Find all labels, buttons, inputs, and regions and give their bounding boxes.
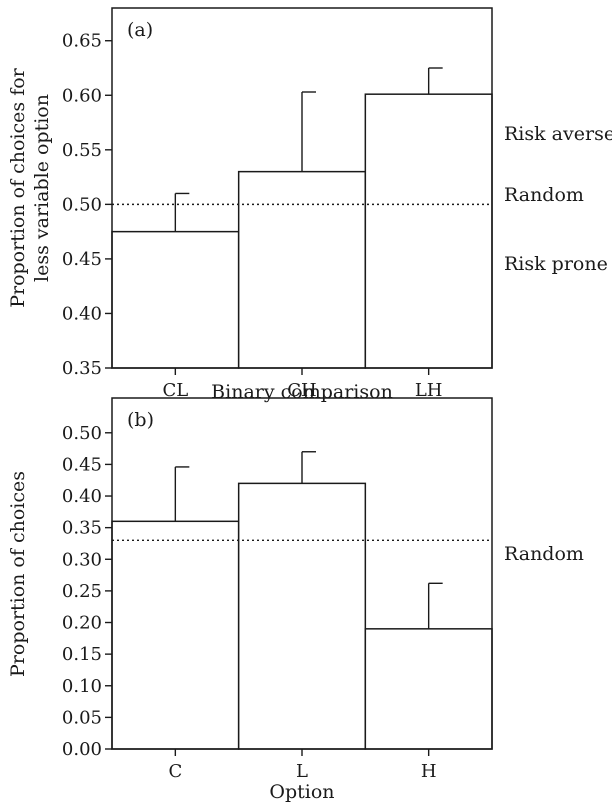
x-tick-label: H [421,761,437,782]
y-tick-label: 0.65 [62,31,102,52]
plot-frame [111,7,493,369]
y-tick-label: 0.10 [62,676,102,697]
chart-panel-a: CL CH LH 0.35 0.40 0.45 0.50 0.55 0.60 0.65 (a) Bin… [7,7,612,403]
panel-label: (a) [127,19,153,41]
x-axis-title: Binary comparison [211,381,393,403]
annotation-risk-averse: Risk averse [504,123,612,145]
y-tick-label: 0.50 [62,423,102,444]
y-tick-label: 0.25 [62,581,102,602]
x-tick-label: L [296,761,308,782]
y-axis-title: Proportion of choices for [7,67,29,307]
y-tick-label: 0.20 [62,613,102,634]
annotation-random: Random [504,184,584,206]
x-axis-title: Option [269,781,334,803]
y-tick-label: 0.60 [62,85,102,106]
y-tick-label: 0.40 [62,486,102,507]
panel-label: (b) [127,409,154,431]
x-tick-label: C [168,761,182,782]
bar [364,628,493,750]
y-tick-label: 0.45 [62,249,102,270]
plot-frame [111,397,493,750]
y-tick-label: 0.15 [62,644,102,665]
y-tick-label: 0.40 [62,303,102,324]
y-axis-title: Proportion of choices [7,471,29,677]
y-tick-label: 0.00 [62,739,102,760]
bar [111,230,240,369]
y-tick-label: 0.35 [62,518,102,539]
bar [237,170,367,369]
y-tick-label: 0.50 [62,194,102,215]
annotation-random: Random [504,543,584,565]
bar [111,520,240,750]
y-tick-label: 0.45 [62,454,102,475]
y-tick-label: 0.05 [62,707,102,728]
x-tick-label: CH [287,380,316,401]
bar [364,93,493,369]
y-tick-label: 0.35 [62,358,102,379]
x-tick-label: LH [415,380,443,401]
y-tick-label: 0.30 [62,549,102,570]
y-tick-label: 0.55 [62,140,102,161]
bar [237,482,367,750]
annotation-risk-prone: Risk prone [504,253,608,275]
x-tick-label: CL [162,380,188,401]
y-axis-title: less variable option [31,94,53,282]
chart-panel-b: C L H 0.00 0.05 0.10 0.15 0.20 0.25 0.30 0.35 0.40 0… [7,397,584,803]
